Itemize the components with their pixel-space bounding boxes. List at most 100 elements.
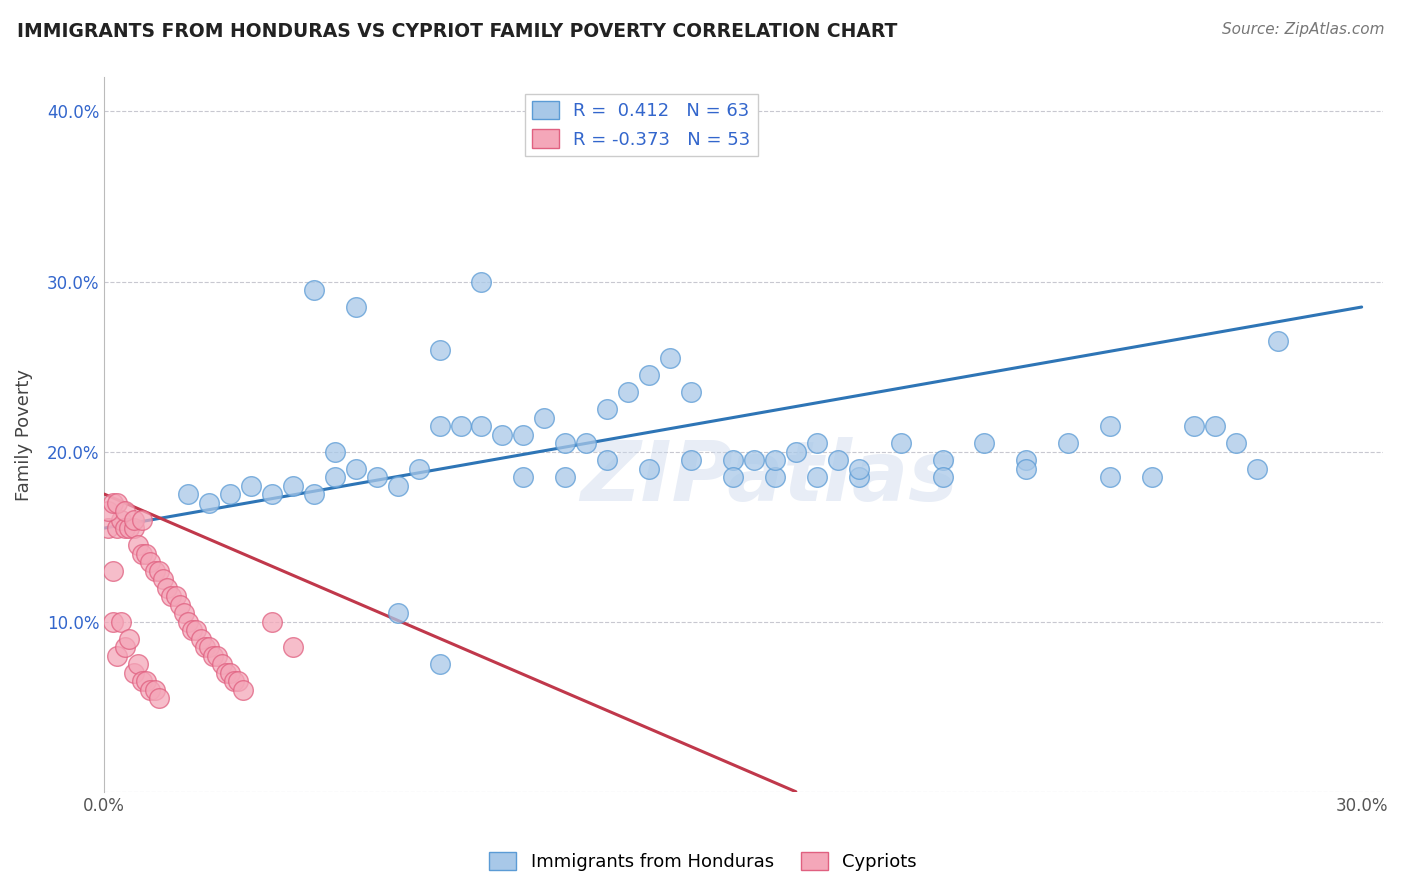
Point bbox=[1204, 419, 1226, 434]
Point bbox=[135, 674, 157, 689]
Text: ZIPatlas: ZIPatlas bbox=[581, 437, 957, 518]
Point bbox=[173, 606, 195, 620]
Point bbox=[211, 657, 233, 672]
Point bbox=[806, 436, 828, 450]
Point bbox=[491, 427, 513, 442]
Legend: R =  0.412   N = 63, R = -0.373   N = 53: R = 0.412 N = 63, R = -0.373 N = 53 bbox=[524, 94, 758, 156]
Point bbox=[198, 495, 221, 509]
Point bbox=[97, 504, 120, 518]
Point bbox=[260, 487, 283, 501]
Point bbox=[114, 504, 136, 518]
Point bbox=[224, 674, 246, 689]
Point bbox=[97, 521, 120, 535]
Point bbox=[105, 521, 128, 535]
Point bbox=[1182, 419, 1205, 434]
Point bbox=[679, 453, 702, 467]
Point bbox=[679, 385, 702, 400]
Point bbox=[470, 419, 492, 434]
Legend: Immigrants from Honduras, Cypriots: Immigrants from Honduras, Cypriots bbox=[482, 845, 924, 879]
Point bbox=[323, 444, 346, 458]
Point bbox=[785, 444, 807, 458]
Point bbox=[281, 640, 304, 655]
Point bbox=[148, 691, 170, 706]
Point bbox=[387, 478, 409, 492]
Point bbox=[181, 623, 204, 637]
Point bbox=[122, 521, 145, 535]
Point bbox=[387, 606, 409, 620]
Point bbox=[638, 461, 661, 475]
Point bbox=[101, 495, 124, 509]
Point bbox=[114, 640, 136, 655]
Point bbox=[344, 300, 367, 314]
Point bbox=[260, 615, 283, 629]
Point bbox=[169, 598, 191, 612]
Point bbox=[105, 495, 128, 509]
Point bbox=[207, 648, 229, 663]
Point bbox=[131, 547, 153, 561]
Point bbox=[890, 436, 912, 450]
Point bbox=[143, 682, 166, 697]
Point bbox=[114, 521, 136, 535]
Point bbox=[533, 410, 555, 425]
Point bbox=[450, 419, 472, 434]
Point bbox=[1057, 436, 1080, 450]
Point bbox=[617, 385, 640, 400]
Point bbox=[1267, 334, 1289, 348]
Point bbox=[228, 674, 250, 689]
Point bbox=[512, 470, 534, 484]
Point bbox=[366, 470, 388, 484]
Point bbox=[1099, 470, 1122, 484]
Point bbox=[806, 470, 828, 484]
Point bbox=[344, 461, 367, 475]
Point bbox=[596, 453, 619, 467]
Point bbox=[429, 419, 451, 434]
Point bbox=[470, 275, 492, 289]
Point bbox=[101, 615, 124, 629]
Point bbox=[827, 453, 849, 467]
Point bbox=[1015, 453, 1038, 467]
Point bbox=[156, 581, 179, 595]
Point bbox=[596, 402, 619, 417]
Point bbox=[302, 283, 325, 297]
Point bbox=[848, 470, 870, 484]
Point bbox=[763, 453, 786, 467]
Point bbox=[139, 682, 162, 697]
Point bbox=[105, 648, 128, 663]
Point bbox=[190, 632, 212, 646]
Point bbox=[931, 453, 953, 467]
Point bbox=[554, 436, 576, 450]
Point bbox=[127, 538, 149, 552]
Point bbox=[118, 632, 141, 646]
Point bbox=[512, 427, 534, 442]
Point bbox=[177, 487, 200, 501]
Point bbox=[232, 682, 254, 697]
Point bbox=[139, 555, 162, 569]
Point bbox=[721, 453, 744, 467]
Point bbox=[135, 547, 157, 561]
Point bbox=[659, 351, 682, 365]
Point bbox=[281, 478, 304, 492]
Point bbox=[165, 589, 187, 603]
Point bbox=[638, 368, 661, 382]
Text: Source: ZipAtlas.com: Source: ZipAtlas.com bbox=[1222, 22, 1385, 37]
Point bbox=[554, 470, 576, 484]
Point bbox=[122, 665, 145, 680]
Point bbox=[302, 487, 325, 501]
Point bbox=[131, 513, 153, 527]
Point bbox=[429, 657, 451, 672]
Text: IMMIGRANTS FROM HONDURAS VS CYPRIOT FAMILY POVERTY CORRELATION CHART: IMMIGRANTS FROM HONDURAS VS CYPRIOT FAMI… bbox=[17, 22, 897, 41]
Point bbox=[101, 564, 124, 578]
Point bbox=[575, 436, 598, 450]
Point bbox=[127, 657, 149, 672]
Point bbox=[160, 589, 183, 603]
Point bbox=[194, 640, 217, 655]
Point bbox=[742, 453, 765, 467]
Point bbox=[323, 470, 346, 484]
Point bbox=[1015, 461, 1038, 475]
Y-axis label: Family Poverty: Family Poverty bbox=[15, 368, 32, 500]
Point bbox=[1099, 419, 1122, 434]
Point bbox=[931, 470, 953, 484]
Point bbox=[186, 623, 208, 637]
Point bbox=[198, 640, 221, 655]
Point bbox=[219, 487, 242, 501]
